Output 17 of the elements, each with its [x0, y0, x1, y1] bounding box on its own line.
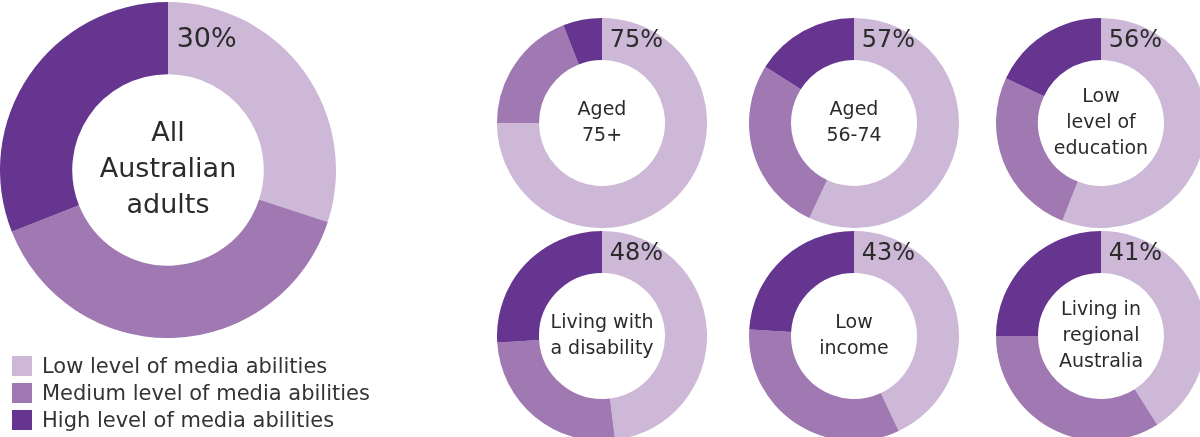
text: Living in regional Australia [1058, 297, 1144, 371]
legend-label: High level of media abilities [42, 407, 335, 432]
text: Living with a disability [550, 310, 654, 358]
legend-label: Medium level of media abilities [42, 380, 370, 405]
data-label: 41% [1108, 238, 1163, 267]
data-label: 43% [861, 238, 916, 267]
legend-label: Low level of media abilities [42, 353, 328, 378]
data-label: 48% [609, 238, 664, 267]
data-label: 75% [609, 25, 664, 54]
data-label: 57% [861, 25, 916, 54]
text: All Australian adults [99, 115, 237, 220]
text: Low level of education [1053, 84, 1149, 158]
data-label: 56% [1108, 25, 1163, 54]
text: Low income [819, 310, 889, 358]
text: Aged 75+ [577, 97, 627, 145]
data-label: 30% [176, 22, 237, 54]
text: Aged 56-74 [826, 97, 882, 145]
